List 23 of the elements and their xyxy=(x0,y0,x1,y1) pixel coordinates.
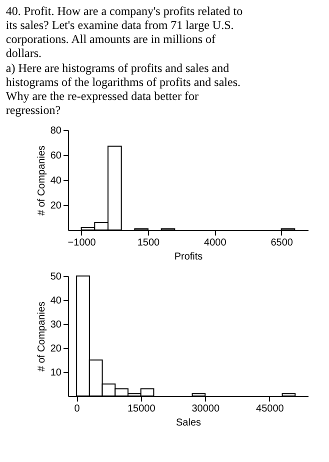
x-tick-label: 1500 xyxy=(137,238,160,248)
x-axis-title: Profits xyxy=(174,252,203,262)
x-tick-label: 45000 xyxy=(256,404,284,414)
y-tick-label: 60 xyxy=(50,150,62,162)
y-axis-title: # of Companies xyxy=(36,145,48,216)
x-tick-label: 6500 xyxy=(270,238,294,248)
y-tick-label: 40 xyxy=(50,296,62,306)
chart-subtitle: a) Here are histograms of profits and sales and histograms of the logarithms of profits and sales. Why are the re-expressed data better for regression? xyxy=(6,61,241,117)
y-tick-label: 50 xyxy=(50,272,62,282)
y-tick-label: 20 xyxy=(50,344,62,354)
x-tick-label: 30000 xyxy=(192,404,220,414)
y-tick-label: 40 xyxy=(50,176,62,186)
y-tick-label: 30 xyxy=(50,320,62,330)
y-tick-label: 80 xyxy=(50,126,62,136)
y-axis-title: # of Companies xyxy=(36,301,48,372)
x-tick-label: 0 xyxy=(74,404,80,414)
x-tick-label: −1000 xyxy=(68,238,96,248)
x-tick-label: 15000 xyxy=(127,404,156,414)
x-axis-title: Sales xyxy=(176,418,202,428)
chart-title: 40. Profit. How are a company's profits related to its sales? Let's examine data from 71 large U.S. corporations. All amounts are in millions of dollars. xyxy=(6,4,243,60)
y-tick-label: 10 xyxy=(50,368,62,378)
x-tick-label: 4000 xyxy=(204,238,227,248)
y-tick-label: 20 xyxy=(50,200,62,212)
